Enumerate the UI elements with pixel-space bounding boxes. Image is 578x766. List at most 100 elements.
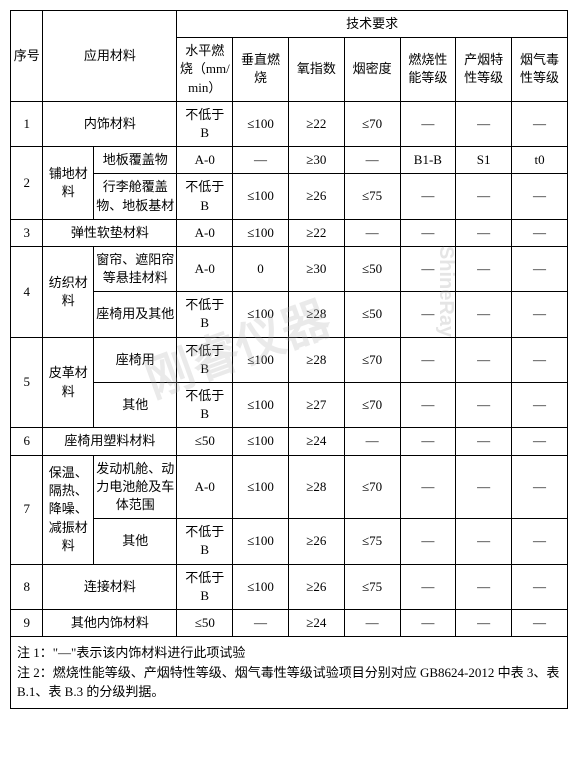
cell-value: ≤100 xyxy=(233,219,289,246)
col-smoke-char-grade: 产烟特性等级 xyxy=(456,38,512,102)
cell-value: — xyxy=(344,609,400,636)
cell-seq: 7 xyxy=(11,455,43,564)
cell-value: ≤100 xyxy=(233,337,289,382)
cell-value: — xyxy=(400,428,456,455)
cell-value: ≥24 xyxy=(288,609,344,636)
cell-material: 连接材料 xyxy=(43,564,177,609)
cell-value: — xyxy=(400,519,456,564)
cell-value: 不低于 B xyxy=(177,564,233,609)
cell-value: ≤70 xyxy=(344,455,400,519)
cell-material-sub: 其他 xyxy=(94,383,177,428)
col-smoke-density: 烟密度 xyxy=(344,38,400,102)
cell-seq: 2 xyxy=(11,147,43,220)
cell-value: 不低于 B xyxy=(177,101,233,146)
cell-material: 座椅用塑料材料 xyxy=(43,428,177,455)
cell-value: ≥26 xyxy=(288,564,344,609)
cell-value: A-0 xyxy=(177,147,233,174)
table-row: 7保温、隔热、降噪、减振材料发动机舱、动力电池舱及车体范围A-0≤100≥28≤… xyxy=(11,455,568,519)
table-row: 3弹性软垫材料A-0≤100≥22———— xyxy=(11,219,568,246)
cell-value: — xyxy=(512,564,568,609)
cell-value: — xyxy=(400,383,456,428)
cell-value: ≤100 xyxy=(233,101,289,146)
cell-value: — xyxy=(512,428,568,455)
cell-value: S1 xyxy=(456,147,512,174)
cell-value: ≥27 xyxy=(288,383,344,428)
table-row: 1内饰材料不低于 B≤100≥22≤70——— xyxy=(11,101,568,146)
cell-value: ≤100 xyxy=(233,428,289,455)
cell-seq: 9 xyxy=(11,609,43,636)
table-row: 2铺地材料地板覆盖物A-0—≥30—B1-BS1t0 xyxy=(11,147,568,174)
col-seq: 序号 xyxy=(11,11,43,102)
cell-value: — xyxy=(512,174,568,219)
cell-value: 不低于 B xyxy=(177,519,233,564)
cell-value: — xyxy=(512,101,568,146)
cell-material: 弹性软垫材料 xyxy=(43,219,177,246)
cell-value: ≤100 xyxy=(233,292,289,337)
cell-value: — xyxy=(233,609,289,636)
cell-seq: 6 xyxy=(11,428,43,455)
cell-value: — xyxy=(344,428,400,455)
cell-value: ≥30 xyxy=(288,246,344,291)
cell-value: — xyxy=(400,101,456,146)
note-1: 注 1："—"表示该内饰材料进行此项试验 xyxy=(17,643,561,663)
cell-value: ≤50 xyxy=(344,246,400,291)
cell-seq: 8 xyxy=(11,564,43,609)
cell-value: ≤70 xyxy=(344,101,400,146)
cell-seq: 5 xyxy=(11,337,43,428)
cell-value: ≤100 xyxy=(233,455,289,519)
cell-value: ≤75 xyxy=(344,519,400,564)
cell-value: ≥28 xyxy=(288,337,344,382)
table-row: 5皮革材料座椅用不低于 B≤100≥28≤70——— xyxy=(11,337,568,382)
cell-value: ≤75 xyxy=(344,564,400,609)
header-row-1: 序号 应用材料 技术要求 xyxy=(11,11,568,38)
table-container: 刚睿仪器 ShineRay 序号 应用材料 技术要求 水平燃烧（mm/min） … xyxy=(10,10,568,709)
table-row: 8连接材料不低于 B≤100≥26≤75——— xyxy=(11,564,568,609)
col-material: 应用材料 xyxy=(43,11,177,102)
cell-value: ≤70 xyxy=(344,337,400,382)
cell-value: A-0 xyxy=(177,219,233,246)
table-row: 其他不低于 B≤100≥27≤70——— xyxy=(11,383,568,428)
cell-value: A-0 xyxy=(177,246,233,291)
cell-material: 其他内饰材料 xyxy=(43,609,177,636)
cell-value: — xyxy=(512,519,568,564)
cell-value: — xyxy=(512,246,568,291)
col-spec-group: 技术要求 xyxy=(177,11,568,38)
cell-value: — xyxy=(512,292,568,337)
cell-value: — xyxy=(400,174,456,219)
cell-value: — xyxy=(344,147,400,174)
col-oxygen: 氧指数 xyxy=(288,38,344,102)
cell-value: — xyxy=(400,609,456,636)
cell-value: — xyxy=(400,337,456,382)
cell-value: — xyxy=(456,292,512,337)
cell-value: — xyxy=(456,428,512,455)
cell-value: — xyxy=(233,147,289,174)
cell-material-sub: 座椅用 xyxy=(94,337,177,382)
cell-value: — xyxy=(456,383,512,428)
cell-value: — xyxy=(456,174,512,219)
cell-material-sub: 座椅用及其他 xyxy=(94,292,177,337)
table-row: 4纺织材料窗帘、遮阳帘等悬挂材料A-00≥30≤50——— xyxy=(11,246,568,291)
note-2: 注 2：燃烧性能等级、产烟特性等级、烟气毒性等级试验项目分别对应 GB8624-… xyxy=(17,663,561,702)
cell-material-sub: 窗帘、遮阳帘等悬挂材料 xyxy=(94,246,177,291)
col-vertical: 垂直燃烧 xyxy=(233,38,289,102)
cell-value: — xyxy=(456,101,512,146)
table-body: 1内饰材料不低于 B≤100≥22≤70———2铺地材料地板覆盖物A-0—≥30… xyxy=(11,101,568,636)
cell-value: — xyxy=(456,455,512,519)
cell-value: ≤70 xyxy=(344,383,400,428)
table-row: 行李舱覆盖物、地板基材不低于 B≤100≥26≤75——— xyxy=(11,174,568,219)
cell-value: ≥26 xyxy=(288,519,344,564)
col-horizontal: 水平燃烧（mm/min） xyxy=(177,38,233,102)
cell-material-sub: 发动机舱、动力电池舱及车体范围 xyxy=(94,455,177,519)
cell-value: t0 xyxy=(512,147,568,174)
cell-value: — xyxy=(512,219,568,246)
cell-value: — xyxy=(400,219,456,246)
cell-value: — xyxy=(456,246,512,291)
table-row: 6座椅用塑料材料≤50≤100≥24———— xyxy=(11,428,568,455)
spec-table: 序号 应用材料 技术要求 水平燃烧（mm/min） 垂直燃烧 氧指数 烟密度 燃… xyxy=(10,10,568,637)
cell-value: — xyxy=(400,292,456,337)
cell-value: ≥26 xyxy=(288,174,344,219)
cell-value: — xyxy=(512,455,568,519)
cell-value: 不低于 B xyxy=(177,292,233,337)
cell-seq: 3 xyxy=(11,219,43,246)
cell-value: 0 xyxy=(233,246,289,291)
